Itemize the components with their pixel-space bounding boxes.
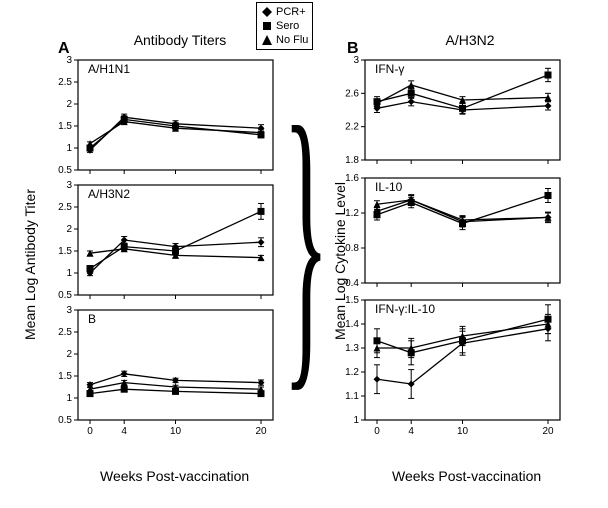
- svg-text:3: 3: [66, 180, 72, 191]
- svg-text:1.2: 1.2: [345, 208, 359, 219]
- svg-text:1.5: 1.5: [345, 295, 359, 306]
- svg-text:10: 10: [457, 426, 469, 437]
- svg-text:1.5: 1.5: [58, 246, 72, 257]
- svg-text:2.6: 2.6: [345, 88, 359, 99]
- svg-text:0.4: 0.4: [345, 278, 359, 289]
- svg-text:1: 1: [66, 143, 72, 154]
- svg-text:0.5: 0.5: [58, 415, 72, 426]
- svg-text:0.8: 0.8: [345, 243, 359, 254]
- figure-stage: PCR+ Sero No Flu A Antibody Titers B A/H…: [0, 0, 608, 508]
- svg-text:2: 2: [66, 99, 72, 110]
- svg-text:0: 0: [87, 426, 93, 437]
- svg-text:1.4: 1.4: [345, 319, 359, 330]
- svg-text:1: 1: [353, 415, 359, 426]
- svg-text:1.2: 1.2: [345, 367, 359, 378]
- svg-text:1.3: 1.3: [345, 343, 359, 354]
- svg-text:4: 4: [408, 426, 414, 437]
- svg-text:1: 1: [66, 393, 72, 404]
- svg-text:3: 3: [353, 55, 359, 66]
- svg-text:0.5: 0.5: [58, 165, 72, 176]
- svg-text:2.5: 2.5: [58, 77, 72, 88]
- svg-text:0: 0: [374, 426, 380, 437]
- svg-text:1.5: 1.5: [58, 371, 72, 382]
- svg-text:3: 3: [66, 305, 72, 316]
- svg-text:1.5: 1.5: [58, 121, 72, 132]
- svg-text:1.1: 1.1: [345, 391, 359, 402]
- svg-text:1.8: 1.8: [345, 155, 359, 166]
- svg-text:3: 3: [66, 55, 72, 66]
- svg-text:1: 1: [66, 268, 72, 279]
- chart-svg: 0.511.522.530.511.522.530.511.522.530410…: [0, 0, 608, 508]
- svg-text:0.5: 0.5: [58, 290, 72, 301]
- svg-text:1.6: 1.6: [345, 173, 359, 184]
- svg-text:2: 2: [66, 349, 72, 360]
- svg-text:2: 2: [66, 224, 72, 235]
- svg-text:10: 10: [170, 426, 182, 437]
- svg-text:2.5: 2.5: [58, 327, 72, 338]
- svg-text:2.2: 2.2: [345, 122, 359, 133]
- svg-text:20: 20: [542, 426, 554, 437]
- svg-text:2.5: 2.5: [58, 202, 72, 213]
- svg-text:20: 20: [255, 426, 267, 437]
- svg-text:4: 4: [121, 426, 127, 437]
